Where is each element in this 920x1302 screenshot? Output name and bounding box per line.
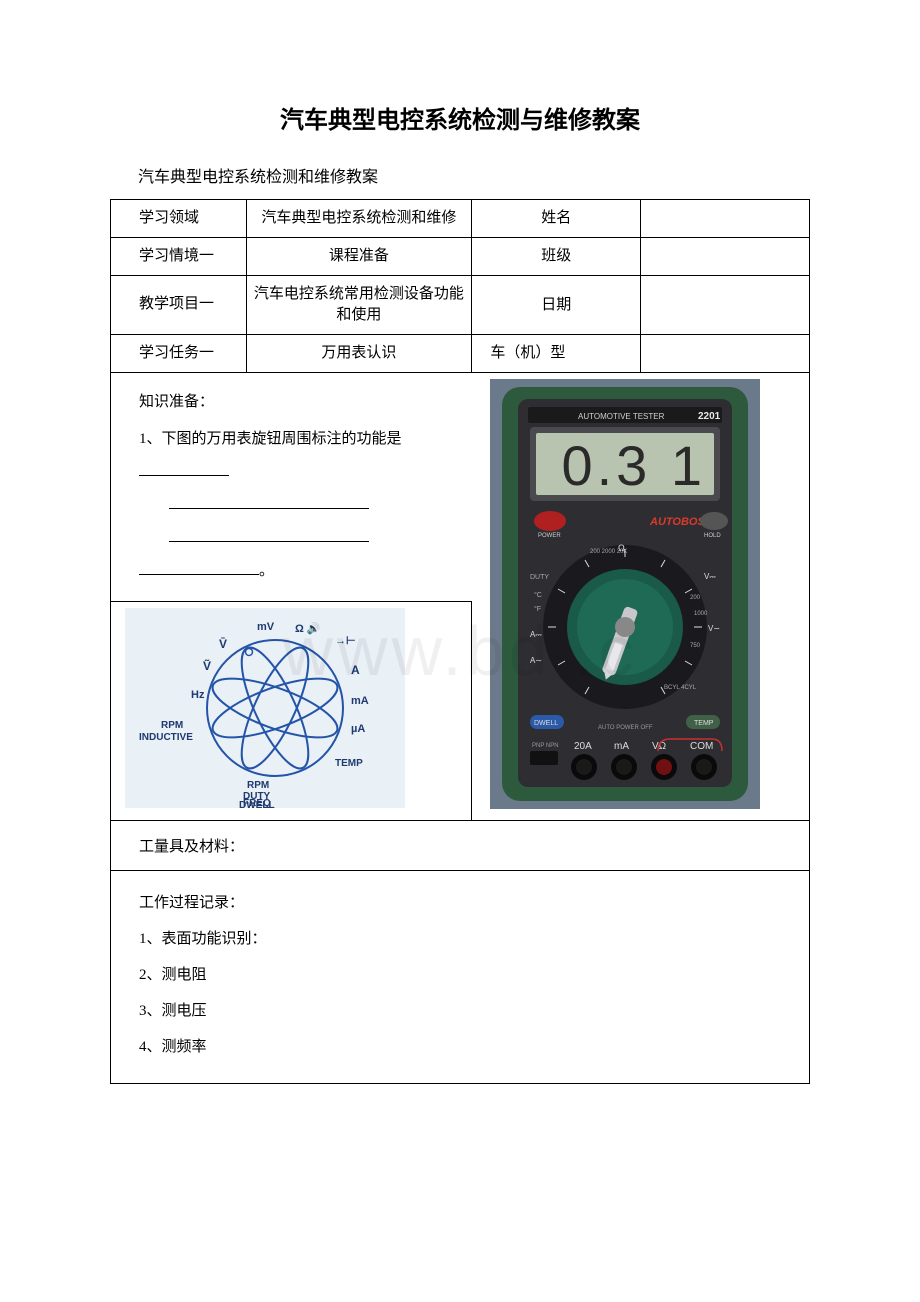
svg-text:RPM: RPM xyxy=(161,720,183,731)
lesson-table: 学习领域 汽车典型电控系统检测和维修 姓名 学习情境一 课程准备 班级 教学项目… xyxy=(110,199,810,1084)
value-project: 汽车电控系统常用检测设备功能和使用 xyxy=(246,276,472,335)
svg-text:1000: 1000 xyxy=(694,611,708,617)
svg-text:200 2000 20K: 200 2000 20K xyxy=(590,549,627,555)
blank-2[interactable] xyxy=(169,491,369,509)
svg-text:750: 750 xyxy=(690,643,701,649)
hold-button xyxy=(700,512,728,530)
label-study-field: 学习领域 xyxy=(111,200,247,238)
label-situation: 学习情境一 xyxy=(111,238,247,276)
blank-1[interactable] xyxy=(139,458,229,476)
jack-ma: mA xyxy=(614,741,629,752)
svg-text:V⎓: V⎓ xyxy=(704,572,716,581)
blank-4[interactable] xyxy=(139,557,259,575)
svg-text:Ω 🔊: Ω 🔊 xyxy=(295,621,321,635)
power-label: POWER xyxy=(538,533,561,539)
jack-vohm: VΩ xyxy=(652,741,667,752)
multimeter-photo: AUTOMOTIVE TESTER 2201 0.3 1 POWER AUTOB… xyxy=(490,379,760,809)
header-row-2: 学习情境一 课程准备 班级 xyxy=(111,238,810,276)
svg-text:→⊢: →⊢ xyxy=(335,634,356,647)
record-item-3: 3、测电压 xyxy=(139,993,803,1029)
lcd-value: 0.3 1 xyxy=(562,434,707,497)
period: 。 xyxy=(259,563,274,579)
svg-text:µA: µA xyxy=(351,723,365,735)
svg-text:TEMP: TEMP xyxy=(335,758,363,769)
svg-text:mV: mV xyxy=(257,621,275,633)
svg-text:mA: mA xyxy=(351,695,369,707)
dial-diagram: mV Ω 🔊 →⊢ A mA µA TEMP V̄ Ṽ Hz RPM INDUC… xyxy=(125,608,405,808)
svg-text:TEMP: TEMP xyxy=(694,720,714,727)
brand-small-text: AUTOMOTIVE TESTER xyxy=(578,412,665,421)
blank-3[interactable] xyxy=(169,524,369,542)
label-project: 教学项目一 xyxy=(111,276,247,335)
svg-text:200: 200 xyxy=(690,595,701,601)
label-class: 班级 xyxy=(472,238,641,276)
auto-power-label: AUTO POWER OFF xyxy=(598,725,653,731)
svg-text:Ṽ: Ṽ xyxy=(203,658,211,673)
jack-20a: 20A xyxy=(574,741,592,752)
label-name: 姓名 xyxy=(472,200,641,238)
value-class xyxy=(641,238,810,276)
model-text: 2201 xyxy=(698,411,721,422)
svg-text:V̄: V̄ xyxy=(219,637,227,651)
value-study-field: 汽车典型电控系统检测和维修 xyxy=(246,200,472,238)
value-model xyxy=(641,335,810,373)
record-item-4: 4、测频率 xyxy=(139,1029,803,1065)
svg-text:DWELL: DWELL xyxy=(239,800,275,808)
svg-text:DUTY: DUTY xyxy=(530,574,549,581)
records-row: 工作过程记录： 1、表面功能识别： 2、测电阻 3、测电压 4、测频率 xyxy=(111,871,810,1084)
label-task: 学习任务一 xyxy=(111,335,247,373)
record-item-2: 2、测电阻 xyxy=(139,957,803,993)
label-date: 日期 xyxy=(472,276,641,335)
svg-text:°C: °C xyxy=(534,591,542,599)
knowledge-row: 知识准备： 1、下图的万用表旋钮周围标注的功能是 。 AUTOMOTIVE xyxy=(111,373,810,602)
svg-text:°F: °F xyxy=(534,605,541,613)
subtitle: 汽车典型电控系统检测和维修教案 xyxy=(110,163,810,187)
question-1: 1、下图的万用表旋钮周围标注的功能是 xyxy=(139,431,402,447)
svg-text:BCYL 4CYL: BCYL 4CYL xyxy=(664,685,697,691)
records-heading: 工作过程记录： xyxy=(139,885,803,921)
value-name xyxy=(641,200,810,238)
tools-row: 工量具及材料： xyxy=(111,821,810,871)
svg-text:A∼: A∼ xyxy=(530,656,542,665)
value-task: 万用表认识 xyxy=(246,335,472,373)
header-row-4: 学习任务一 万用表认识 车（机）型 xyxy=(111,335,810,373)
page-title: 汽车典型电控系统检测与维修教案 xyxy=(110,100,810,135)
svg-text:A⎓: A⎓ xyxy=(530,630,542,639)
value-situation: 课程准备 xyxy=(246,238,472,276)
svg-text:INDUCTIVE: INDUCTIVE xyxy=(139,732,193,743)
tools-label: 工量具及材料： xyxy=(111,821,810,871)
header-row-3: 教学项目一 汽车电控系统常用检测设备功能和使用 日期 xyxy=(111,276,810,335)
knowledge-heading: 知识准备： xyxy=(139,386,466,419)
power-button xyxy=(534,511,566,531)
svg-text:PNP NPN: PNP NPN xyxy=(532,743,559,749)
svg-text:RPM: RPM xyxy=(247,780,269,791)
record-item-1: 1、表面功能识别： xyxy=(139,921,803,957)
jack-com: COM xyxy=(690,741,713,752)
header-row-1: 学习领域 汽车典型电控系统检测和维修 姓名 xyxy=(111,200,810,238)
label-model: 车（机）型 xyxy=(472,335,641,373)
value-date xyxy=(641,276,810,335)
svg-text:A: A xyxy=(351,663,360,677)
svg-text:V∼: V∼ xyxy=(708,624,720,633)
hold-label: HOLD xyxy=(704,533,721,539)
svg-text:DWELL: DWELL xyxy=(534,720,558,727)
svg-text:Hz: Hz xyxy=(191,689,205,701)
